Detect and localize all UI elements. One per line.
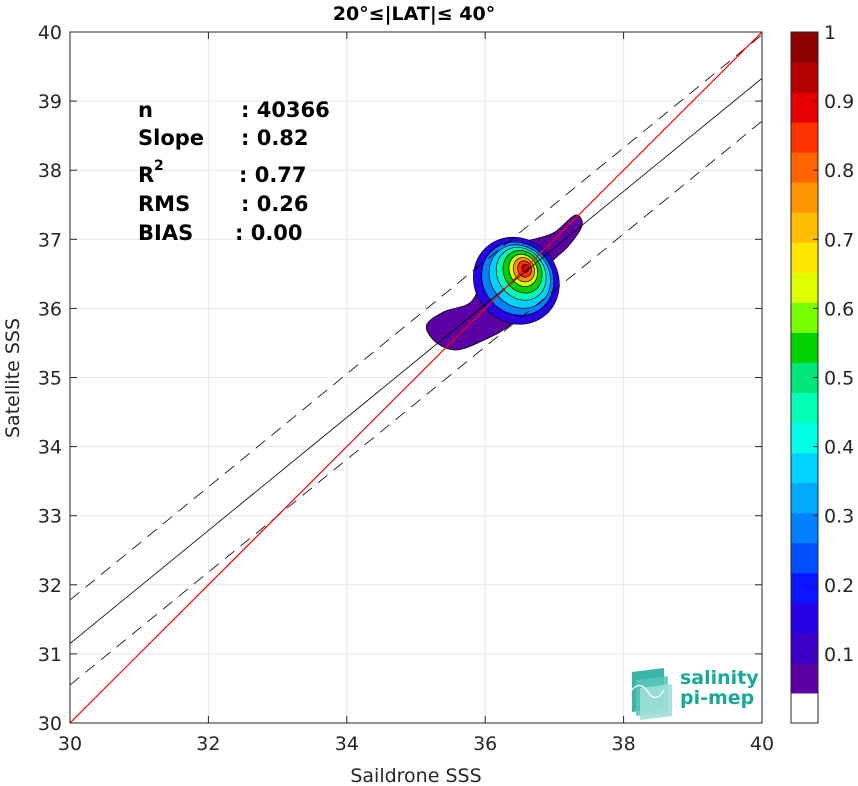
colorbar-band [791, 302, 818, 333]
y-tick-label: 33 [38, 506, 62, 528]
y-tick-label: 38 [38, 160, 62, 182]
regression-fit-line [70, 77, 762, 644]
colorbar-tick-label: 0.6 [824, 298, 854, 320]
colorbar-band [791, 452, 818, 484]
one-to-one-line [70, 32, 762, 723]
stat-value-n: : 40366 [241, 98, 330, 122]
reference-lines [70, 32, 762, 723]
chart-title: 20°≤|LAT|≤ 40° [333, 3, 496, 25]
x-tick-label: 36 [473, 733, 497, 755]
colorbar-band [791, 32, 818, 63]
colorbar-frame [790, 31, 819, 724]
colorbar-band [791, 122, 818, 153]
lower-confidence-line [70, 120, 762, 686]
colorbar-tick-label: 0.9 [824, 91, 854, 113]
colorbar-band [791, 242, 818, 273]
x-axis-ticks: 30 32 34 36 38 40 [58, 32, 774, 755]
y-tick-label: 34 [38, 437, 62, 459]
colorbar [791, 32, 818, 724]
colorbar-band [791, 152, 818, 183]
colorbar-band [791, 692, 818, 724]
wave-stack-icon [631, 668, 672, 720]
y-tick-label: 31 [38, 644, 62, 666]
colorbar-band [791, 212, 818, 243]
colorbar-tick-label: 0.1 [824, 644, 854, 666]
colorbar-band [791, 392, 818, 424]
colorbar-tick-label: 0.4 [824, 437, 854, 459]
stat-label-slope: Slope [138, 126, 204, 150]
y-tick-label: 40 [38, 22, 62, 44]
colorbar-band [791, 422, 818, 454]
stats-box: n : 40366 Slope : 0.82 R 2 : 0.77 RMS : … [138, 98, 330, 245]
colorbar-tick-label: 0.2 [824, 575, 854, 597]
x-tick-label: 32 [196, 733, 220, 755]
stat-value-slope: : 0.82 [241, 126, 309, 150]
colorbar-band [791, 602, 818, 634]
colorbar-band [791, 512, 818, 544]
y-tick-label: 30 [38, 713, 62, 735]
stat-value-r2: : 0.77 [239, 163, 307, 187]
colorbar-band [791, 62, 818, 93]
colorbar-band [791, 632, 818, 664]
stat-label-r2: R [138, 163, 154, 187]
upper-confidence-line [70, 34, 762, 601]
stat-label-n: n [138, 98, 153, 122]
stat-label-rms: RMS [138, 192, 190, 216]
colorbar-ticks: 0.1 0.2 0.3 0.4 0.5 0.6 0.7 0.8 0.9 1 [813, 22, 854, 666]
colorbar-tick-label: 0.7 [824, 229, 854, 251]
stat-label-bias: BIAS [138, 221, 193, 245]
colorbar-tick-label: 0.3 [824, 506, 854, 528]
y-tick-label: 37 [38, 229, 62, 251]
colorbar-band [791, 572, 818, 604]
logo-line-2: pi-mep [680, 687, 754, 709]
x-tick-label: 34 [335, 733, 359, 755]
colorbar-band [791, 482, 818, 514]
x-tick-label: 30 [58, 733, 82, 755]
y-tick-label: 35 [38, 368, 62, 390]
colorbar-band [791, 332, 818, 363]
stat-value-bias: : 0.00 [235, 221, 303, 245]
y-axis-ticks: 30 31 32 33 34 35 36 37 38 39 40 [38, 22, 762, 735]
stat-label-r2-sup: 2 [154, 158, 164, 174]
x-axis-label: Saildrone SSS [350, 765, 481, 786]
colorbar-band [791, 272, 818, 303]
stat-value-rms: : 0.26 [241, 192, 309, 216]
colorbar-band [791, 662, 818, 694]
y-tick-label: 36 [38, 298, 62, 320]
colorbar-band [791, 542, 818, 574]
y-tick-label: 39 [38, 91, 62, 113]
x-tick-label: 40 [750, 733, 774, 755]
y-axis-label: Satellite SSS [2, 318, 24, 438]
colorbar-tick-label: 1 [824, 22, 836, 44]
colorbar-band [791, 182, 818, 213]
colorbar-tick-label: 0.5 [824, 368, 854, 390]
logo-line-1: salinity [680, 667, 759, 689]
y-tick-label: 32 [38, 575, 62, 597]
salinity-pi-mep-logo: salinity pi-mep [631, 667, 759, 720]
x-tick-label: 38 [612, 733, 636, 755]
colorbar-tick-label: 0.8 [824, 160, 854, 182]
colorbar-band [791, 92, 818, 123]
